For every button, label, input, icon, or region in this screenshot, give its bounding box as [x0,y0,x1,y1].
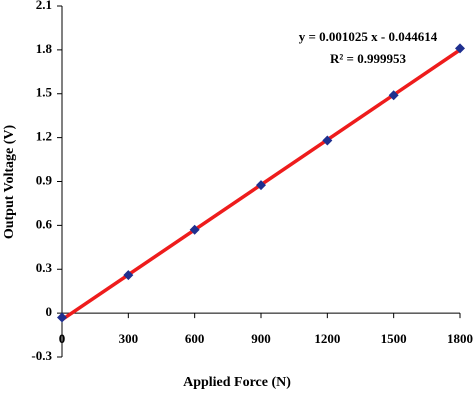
x-tick-label: 600 [185,331,205,346]
y-tick-label: 2.1 [36,0,52,12]
y-tick-label: 0 [46,304,53,319]
data-point [123,270,134,281]
x-tick-label: 900 [251,331,271,346]
x-tick-label: 1500 [381,331,407,346]
data-point [455,43,465,54]
x-tick-label: 0 [59,331,66,346]
x-axis-label: Applied Force (N) [183,375,291,390]
y-tick-label: 1.2 [36,129,52,144]
y-tick-label: 0.6 [36,216,53,231]
data-point [189,224,200,235]
data-point [322,135,333,146]
y-tick-label: 0.3 [36,260,53,275]
y-tick-label: 1.5 [36,85,53,100]
x-tick-label: 1800 [447,331,473,346]
y-tick-label: -0.3 [31,348,52,363]
x-tick-label: 1200 [314,331,340,346]
data-point [256,180,266,191]
data-point [388,90,399,101]
y-tick-label: 0.9 [36,172,53,187]
r-squared: R² = 0.999953 [330,51,406,66]
fit-equation: y = 0.001025 x - 0.044614 [299,29,438,44]
y-axis-label: Output Voltage (V) [2,124,17,239]
data-point [57,312,67,323]
y-tick-label: 1.8 [36,41,53,56]
x-tick-label: 300 [119,331,139,346]
